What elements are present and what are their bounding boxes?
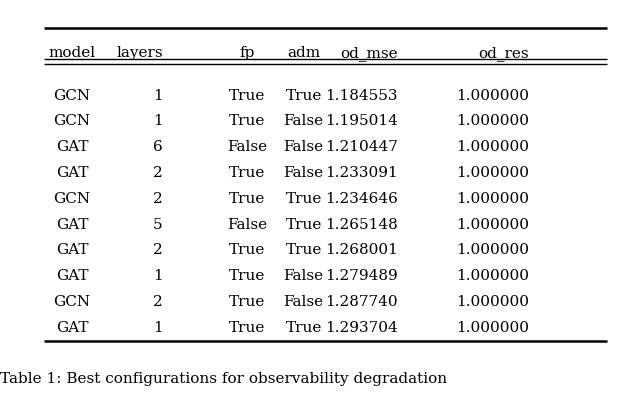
Text: 1.000000: 1.000000 — [456, 217, 529, 232]
Text: Table 1: Best configurations for observability degradation: Table 1: Best configurations for observa… — [0, 372, 447, 386]
Text: 1: 1 — [153, 89, 163, 103]
Text: 1.184553: 1.184553 — [325, 89, 398, 103]
Text: 1.234646: 1.234646 — [325, 192, 398, 206]
Text: GAT: GAT — [56, 217, 88, 232]
Text: True: True — [229, 114, 265, 128]
Text: 1.000000: 1.000000 — [456, 321, 529, 335]
Text: True: True — [285, 217, 322, 232]
Text: True: True — [285, 192, 322, 206]
Text: True: True — [229, 295, 265, 309]
Text: 1: 1 — [153, 269, 163, 283]
Text: 1.000000: 1.000000 — [456, 114, 529, 128]
Text: layers: layers — [116, 46, 163, 60]
Text: True: True — [285, 321, 322, 335]
Text: 1.195014: 1.195014 — [325, 114, 398, 128]
Text: True: True — [229, 192, 265, 206]
Text: GCN: GCN — [53, 114, 91, 128]
Text: GCN: GCN — [53, 295, 91, 309]
Text: 1.000000: 1.000000 — [456, 140, 529, 154]
Text: False: False — [284, 295, 324, 309]
Text: 1: 1 — [153, 321, 163, 335]
Text: 1.000000: 1.000000 — [456, 89, 529, 103]
Text: True: True — [285, 89, 322, 103]
Text: 1.000000: 1.000000 — [456, 192, 529, 206]
Text: True: True — [229, 269, 265, 283]
Text: 1.210447: 1.210447 — [325, 140, 398, 154]
Text: fp: fp — [240, 46, 255, 60]
Text: 2: 2 — [153, 243, 163, 258]
Text: True: True — [229, 321, 265, 335]
Text: GAT: GAT — [56, 243, 88, 258]
Text: 6: 6 — [153, 140, 163, 154]
Text: False: False — [227, 140, 267, 154]
Text: False: False — [284, 140, 324, 154]
Text: 2: 2 — [153, 192, 163, 206]
Text: od_mse: od_mse — [340, 46, 398, 61]
Text: 1.000000: 1.000000 — [456, 243, 529, 258]
Text: 2: 2 — [153, 295, 163, 309]
Text: GAT: GAT — [56, 140, 88, 154]
Text: 1.000000: 1.000000 — [456, 295, 529, 309]
Text: False: False — [284, 166, 324, 180]
Text: True: True — [285, 243, 322, 258]
Text: False: False — [284, 269, 324, 283]
Text: 1: 1 — [153, 114, 163, 128]
Text: False: False — [227, 217, 267, 232]
Text: True: True — [229, 166, 265, 180]
Text: GCN: GCN — [53, 192, 91, 206]
Text: True: True — [229, 89, 265, 103]
Text: 1.279489: 1.279489 — [325, 269, 398, 283]
Text: GAT: GAT — [56, 321, 88, 335]
Text: 1.233091: 1.233091 — [325, 166, 398, 180]
Text: 1.265148: 1.265148 — [325, 217, 398, 232]
Text: GCN: GCN — [53, 89, 91, 103]
Text: True: True — [229, 243, 265, 258]
Text: 5: 5 — [153, 217, 163, 232]
Text: 1.000000: 1.000000 — [456, 269, 529, 283]
Text: 1.287740: 1.287740 — [325, 295, 398, 309]
Text: GAT: GAT — [56, 166, 88, 180]
Text: 1.000000: 1.000000 — [456, 166, 529, 180]
Text: od_res: od_res — [478, 46, 529, 61]
Text: 1.268001: 1.268001 — [325, 243, 398, 258]
Text: 2: 2 — [153, 166, 163, 180]
Text: adm: adm — [287, 46, 320, 60]
Text: GAT: GAT — [56, 269, 88, 283]
Text: model: model — [48, 46, 96, 60]
Text: False: False — [284, 114, 324, 128]
Text: 1.293704: 1.293704 — [325, 321, 398, 335]
